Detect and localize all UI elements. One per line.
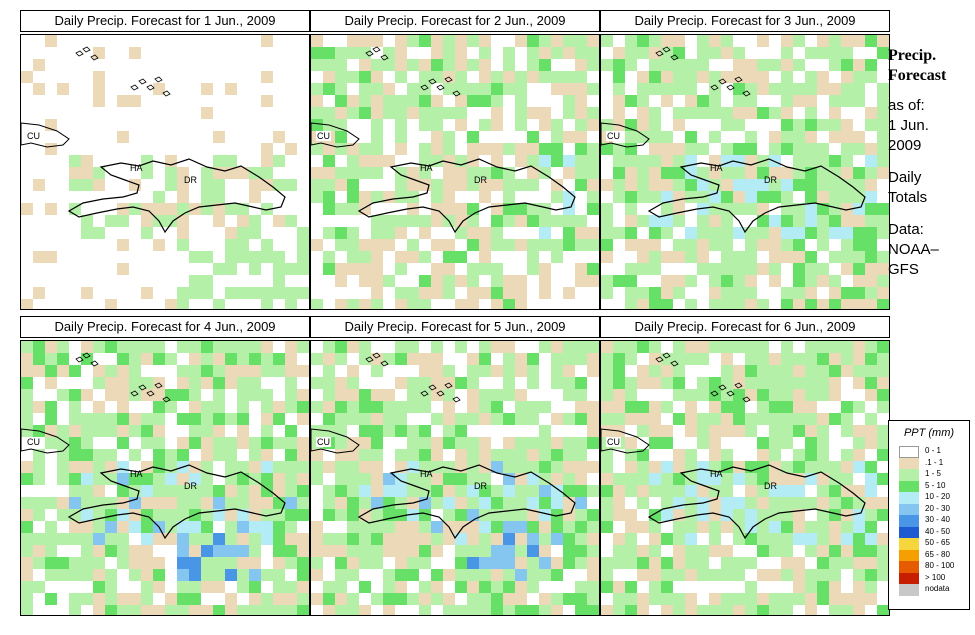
map-label-dr: DR xyxy=(474,481,487,491)
legend-label: 80 - 100 xyxy=(925,561,955,570)
legend-label: nodata xyxy=(925,584,950,593)
legend-swatch xyxy=(899,584,919,596)
legend-item: 1 - 5 xyxy=(889,468,969,481)
legend-item: > 100 xyxy=(889,572,969,585)
panel-title: Daily Precip. Forecast for 5 Jun., 2009 xyxy=(310,316,600,338)
panel-title: Daily Precip. Forecast for 3 Jun., 2009 xyxy=(600,10,890,32)
map-label-dr: DR xyxy=(184,481,197,491)
precip-grid xyxy=(21,35,309,309)
legend-label: 40 - 50 xyxy=(925,526,950,536)
legend-label: 10 - 20 xyxy=(925,492,950,501)
map-label-dr: DR xyxy=(764,481,777,491)
map-label-ha: HA xyxy=(710,163,723,173)
forecast-map: CU HA DR xyxy=(600,34,890,310)
legend-label: 30 - 40 xyxy=(925,515,950,524)
legend-title: PPT (mm) xyxy=(903,427,955,439)
precip-grid xyxy=(601,341,889,615)
legend-label: 65 - 80 xyxy=(925,549,950,559)
legend-label: 1 - 5 xyxy=(925,469,942,478)
forecast-map: CU HA DR xyxy=(20,34,310,310)
legend-label: 5 - 10 xyxy=(925,480,946,490)
precip-legend: PPT (mm) 0 - 1 .1 - 1 1 - 5 5 - 10 10 - 20 20… xyxy=(888,420,970,610)
legend-item: 40 - 50 xyxy=(889,526,969,539)
map-label-dr: DR xyxy=(764,175,777,185)
totals-line-2: Totals xyxy=(888,189,928,206)
map-label-ha: HA xyxy=(130,163,143,173)
map-label-ha: HA xyxy=(420,163,433,173)
totals-line-1: Daily xyxy=(888,169,922,186)
asof-year: 2009 xyxy=(888,137,922,154)
map-label-cu: CU xyxy=(316,437,331,447)
legend-label: > 100 xyxy=(925,572,946,582)
forecast-map: CU HA DR xyxy=(310,340,600,616)
forecast-panel-3: Daily Precip. Forecast for 3 Jun., 2009 … xyxy=(600,10,890,310)
data-source-line-1: Data: xyxy=(888,221,924,238)
legend-item: 10 - 20 xyxy=(889,491,969,504)
forecast-map: CU HA DR xyxy=(20,340,310,616)
map-label-ha: HA xyxy=(420,469,433,479)
map-label-ha: HA xyxy=(710,469,723,479)
legend-item: 80 - 100 xyxy=(889,560,969,573)
map-label-ha: HA xyxy=(130,469,143,479)
map-label-cu: CU xyxy=(606,131,621,141)
map-label-cu: CU xyxy=(316,131,331,141)
map-label-dr: DR xyxy=(474,175,487,185)
asof-date: 1 Jun. xyxy=(888,117,929,134)
precip-grid xyxy=(601,35,889,309)
forecast-panel-5: Daily Precip. Forecast for 5 Jun., 2009 … xyxy=(310,316,600,616)
legend-label: 20 - 30 xyxy=(925,503,950,513)
map-label-dr: DR xyxy=(184,175,197,185)
map-label-cu: CU xyxy=(26,131,41,141)
panel-title: Daily Precip. Forecast for 4 Jun., 2009 xyxy=(20,316,310,338)
precip-grid xyxy=(311,341,599,615)
legend-item: 30 - 40 xyxy=(889,514,969,527)
data-source-line-3: GFS xyxy=(888,261,919,278)
legend-item: 0 - 1 xyxy=(889,445,969,458)
precip-grid xyxy=(21,341,309,615)
data-source-line-2: NOAA– xyxy=(888,241,939,258)
side-title-line-2: Forecast xyxy=(888,67,947,84)
legend-label: 50 - 65 xyxy=(925,538,950,547)
precip-grid xyxy=(311,35,599,309)
legend-item: nodata xyxy=(889,583,969,596)
forecast-map: CU HA DR xyxy=(600,340,890,616)
asof-label: as of: xyxy=(888,97,925,114)
legend-label: .1 - 1 xyxy=(925,457,944,467)
forecast-panel-4: Daily Precip. Forecast for 4 Jun., 2009 … xyxy=(20,316,310,616)
forecast-map: CU HA DR xyxy=(310,34,600,310)
map-label-cu: CU xyxy=(606,437,621,447)
legend-item: 20 - 30 xyxy=(889,503,969,516)
side-info: Precip. Forecast as of: 1 Jun. 2009 Dail… xyxy=(888,46,973,280)
legend-label: 0 - 1 xyxy=(925,446,942,455)
panel-title: Daily Precip. Forecast for 1 Jun., 2009 xyxy=(20,10,310,32)
forecast-panel-6: Daily Precip. Forecast for 6 Jun., 2009 … xyxy=(600,316,890,616)
map-label-cu: CU xyxy=(26,437,41,447)
panel-title: Daily Precip. Forecast for 2 Jun., 2009 xyxy=(310,10,600,32)
forecast-panel-1: Daily Precip. Forecast for 1 Jun., 2009 … xyxy=(20,10,310,310)
panel-title: Daily Precip. Forecast for 6 Jun., 2009 xyxy=(600,316,890,338)
legend-item: 65 - 80 xyxy=(889,549,969,562)
side-title-line-1: Precip. xyxy=(888,47,937,64)
legend-item: 5 - 10 xyxy=(889,480,969,493)
forecast-panel-2: Daily Precip. Forecast for 2 Jun., 2009 … xyxy=(310,10,600,310)
legend-item: 50 - 65 xyxy=(889,537,969,550)
legend-item: .1 - 1 xyxy=(889,457,969,470)
